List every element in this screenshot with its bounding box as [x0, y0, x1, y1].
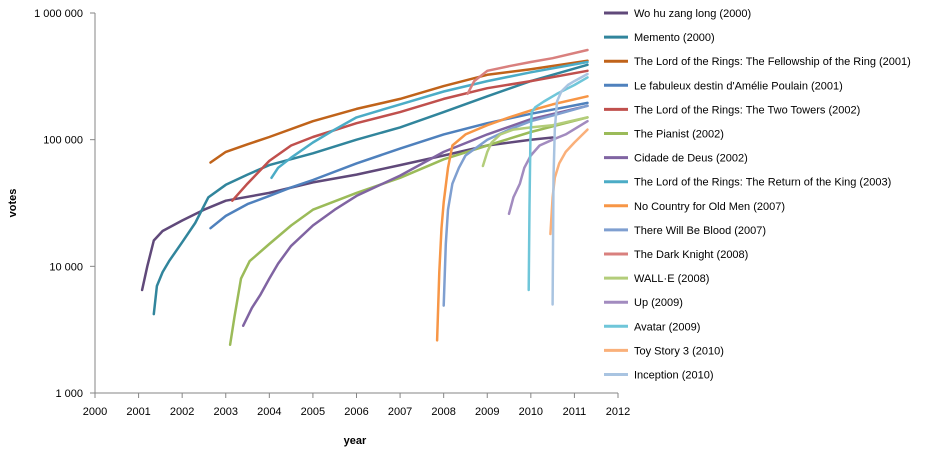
- x-tick-label: 2012: [606, 406, 630, 418]
- legend-label: Toy Story 3 (2010): [634, 345, 724, 357]
- series-line-6: [228, 116, 589, 347]
- y-tick-label: 100 000: [43, 135, 83, 147]
- series-line-5: [231, 69, 589, 202]
- series-line-3: [209, 59, 589, 164]
- series-line-7: [241, 104, 589, 327]
- x-tick-label: 2002: [170, 406, 194, 418]
- series-line-8: [270, 60, 589, 180]
- x-tick-label: 2011: [563, 406, 587, 418]
- x-tick-label: 2007: [388, 406, 412, 418]
- y-tick-label: 1 000 000: [34, 8, 83, 20]
- series-line-10: [442, 104, 589, 307]
- y-axis-title: votes: [7, 189, 19, 218]
- legend-label: The Lord of the Rings: The Two Towers (2…: [634, 104, 860, 116]
- series-line-15: [549, 128, 589, 236]
- series-line-2: [152, 63, 589, 316]
- x-axis-ticks: 2000 2001 2002 2003 2004 2005 2006 2007 2008 2009…: [83, 393, 630, 418]
- legend-label: The Dark Knight (2008): [634, 249, 748, 261]
- series-line-16: [551, 72, 589, 306]
- legend-label: Le fabuleux destin d'Amélie Poulain (200…: [634, 80, 843, 92]
- legend: Wo hu zang long (2000) Memento (2000) The …: [604, 8, 911, 382]
- y-axis-ticks: 1 000 10 000 100 000 1 000 000: [34, 8, 95, 400]
- series-line-14: [527, 76, 589, 292]
- plot-area: 1 000 10 000 100 000 1 000 000 2000 2001 2002…: [34, 8, 630, 418]
- series-line-12: [481, 116, 589, 168]
- legend-label: Avatar (2009): [634, 321, 700, 333]
- x-axis-title: year: [344, 435, 367, 447]
- legend-label: Up (2009): [634, 297, 683, 309]
- x-tick-label: 2010: [519, 406, 543, 418]
- legend-label: The Lord of the Rings: The Fellowship of…: [634, 56, 911, 68]
- series-lines: [140, 48, 589, 347]
- legend-label: There Will Be Blood (2007): [634, 225, 766, 237]
- x-tick-label: 2004: [257, 406, 281, 418]
- x-tick-label: 2000: [83, 406, 107, 418]
- x-tick-label: 2003: [214, 406, 238, 418]
- series-line-11: [466, 48, 589, 96]
- legend-label: No Country for Old Men (2007): [634, 201, 785, 213]
- legend-label: Wo hu zang long (2000): [634, 8, 751, 20]
- legend-label: The Lord of the Rings: The Return of the…: [634, 177, 891, 189]
- y-tick-label: 1 000: [55, 388, 83, 400]
- x-tick-label: 2001: [126, 406, 150, 418]
- legend-label: Cidade de Deus (2002): [634, 153, 748, 165]
- x-tick-label: 2005: [301, 406, 325, 418]
- x-tick-label: 2008: [431, 406, 455, 418]
- legend-label: The Pianist (2002): [634, 129, 724, 141]
- x-tick-label: 2006: [344, 406, 368, 418]
- series-line-9: [435, 95, 589, 342]
- legend-label: Memento (2000): [634, 32, 715, 44]
- series-line-1: [140, 136, 554, 292]
- legend-label: WALL·E (2008): [634, 273, 709, 285]
- y-tick-label: 10 000: [49, 261, 83, 273]
- x-tick-label: 2009: [475, 406, 499, 418]
- legend-label: Inception (2010): [634, 370, 714, 382]
